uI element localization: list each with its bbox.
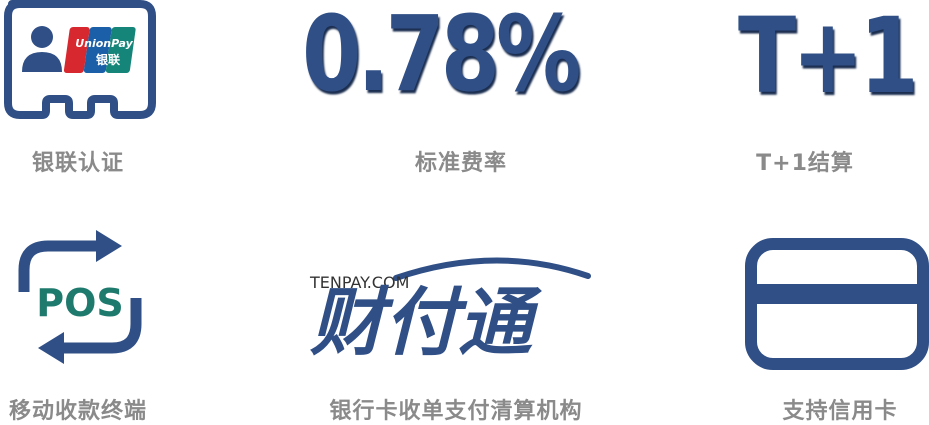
tenpay-logo: TENPAY.COM 财付通 xyxy=(309,257,591,360)
settlement-value: T+1 xyxy=(738,0,919,117)
pos-label: POS xyxy=(36,281,124,325)
tenpay-domain: TENPAY.COM xyxy=(309,273,409,292)
card-caption: 支持信用卡 xyxy=(782,399,898,424)
unionpay-cert-caption: 银联认证 xyxy=(31,151,124,176)
unionpay-logo-text: UnionPay xyxy=(75,37,133,50)
tenpay-brand: 财付通 xyxy=(310,280,542,360)
pos-feature: POS 移动收款终端 xyxy=(0,228,160,424)
pos-caption: 移动收款终端 xyxy=(8,399,147,424)
unionpay-cert-icon: UnionPay 银联 xyxy=(4,0,156,119)
tenpay-caption: 银行卡收单支付清算机构 xyxy=(329,399,583,424)
settlement-feature: T+1 T+1结算 xyxy=(730,0,929,200)
tenpay-feature: TENPAY.COM 财付通 银行卡收单支付清算机构 xyxy=(306,250,606,424)
credit-card-icon xyxy=(745,238,929,370)
rate-feature: 0.78% 标准费率 xyxy=(296,0,626,200)
card-feature: 支持信用卡 xyxy=(745,238,929,424)
rate-caption: 标准费率 xyxy=(414,151,507,176)
rate-value: 0.78% xyxy=(302,0,581,115)
settlement-caption: T+1结算 xyxy=(756,151,854,176)
unionpay-cert-feature: UnionPay 银联 银联认证 xyxy=(0,0,160,200)
unionpay-logo-cn: 银联 xyxy=(96,52,120,67)
refresh-cycle-icon: POS xyxy=(18,230,142,364)
